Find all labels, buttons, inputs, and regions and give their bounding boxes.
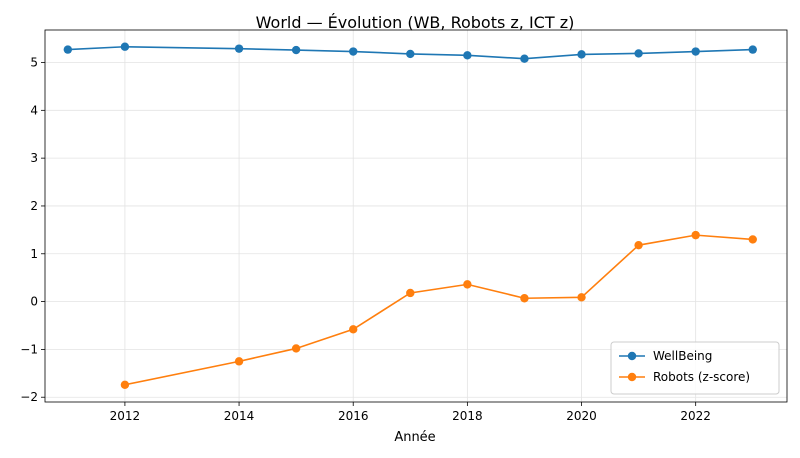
y-tick-label: −2 [20, 390, 38, 404]
data-point [291, 45, 301, 55]
data-point [577, 293, 586, 302]
data-point [463, 51, 472, 60]
legend-box [610, 341, 780, 395]
legend-label: Robots (z-score) [653, 370, 750, 384]
x-tick-label: 2022 [680, 409, 711, 423]
data-point [291, 344, 301, 353]
legend-marker [627, 372, 637, 382]
legend-marker [627, 351, 637, 361]
data-point [463, 280, 472, 289]
data-point [634, 49, 643, 58]
data-point [234, 44, 244, 53]
y-tick-label: 2 [30, 199, 38, 213]
y-tick-label: 4 [30, 103, 38, 117]
y-axis-ticks: −2 −1 0 1 2 3 4 5 [20, 56, 45, 404]
legend-label: WellBeing [653, 349, 712, 363]
data-point [691, 230, 700, 240]
grid-lines [45, 30, 787, 402]
data-point [520, 294, 529, 303]
data-point [748, 45, 757, 54]
data-point [349, 47, 358, 56]
data-point [406, 49, 415, 59]
x-tick-label: 2014 [224, 409, 255, 423]
plot-area-frame [44, 29, 788, 403]
chart-title: World — Évolution (WB, Robots z, ICT z) [256, 13, 575, 32]
data-point [748, 235, 757, 244]
data-point [577, 50, 586, 59]
data-point [406, 288, 415, 298]
data-point [120, 42, 130, 51]
data-point [63, 45, 73, 54]
data-point [349, 325, 358, 334]
data-point [691, 47, 700, 56]
x-tick-label: 2016 [338, 409, 369, 423]
series-line-0 [67, 45, 753, 60]
data-point [634, 240, 643, 250]
y-tick-label: 0 [30, 295, 38, 309]
data-point [234, 357, 244, 366]
data-point [120, 380, 130, 389]
y-tick-label: 3 [30, 151, 38, 165]
series-layer [63, 42, 757, 389]
legend: WellBeing Robots (z-score) [610, 341, 780, 395]
y-tick-label: 5 [30, 56, 38, 70]
data-point [520, 54, 529, 63]
x-tick-label: 2020 [566, 409, 597, 423]
y-tick-label: 1 [30, 247, 38, 261]
x-axis-label: Année [394, 430, 435, 445]
x-tick-label: 2018 [452, 409, 483, 423]
x-axis-ticks: 2012 2014 2016 2018 2020 2022 [110, 402, 711, 423]
y-tick-label: −1 [20, 342, 38, 356]
x-tick-label: 2012 [110, 409, 141, 423]
